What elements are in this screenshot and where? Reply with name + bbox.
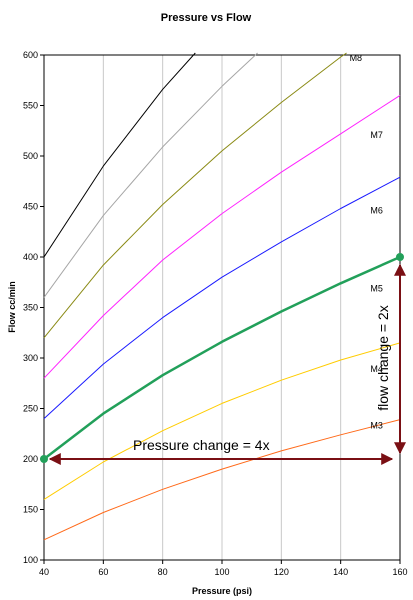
series-label-m5: M5 bbox=[370, 283, 383, 293]
series-line-m6 bbox=[43, 176, 401, 419]
x-tick-label: 80 bbox=[158, 567, 168, 577]
x-axis: 40 60 80 100 120 140 160 bbox=[39, 560, 408, 577]
pressure-change-label: Pressure change = 4x bbox=[133, 437, 270, 453]
x-tick-label: 100 bbox=[214, 567, 229, 577]
series-label-m6: M6 bbox=[370, 206, 383, 216]
series-line-m3 bbox=[43, 419, 401, 541]
y-tick-label: 250 bbox=[23, 404, 38, 414]
x-axis-label: Pressure (psi) bbox=[192, 586, 252, 596]
series-label-m7: M7 bbox=[370, 130, 383, 140]
x-tick-label: 120 bbox=[274, 567, 289, 577]
y-tick-label: 200 bbox=[23, 454, 38, 464]
y-tick-label: 150 bbox=[23, 505, 38, 515]
data-point bbox=[396, 253, 404, 261]
series-label-m3: M3 bbox=[370, 421, 383, 431]
annotations: Pressure change = 4x flow change = 2x bbox=[40, 253, 406, 465]
chart-title: Pressure vs Flow bbox=[161, 12, 252, 24]
y-tick-label: 450 bbox=[23, 202, 38, 212]
flow-change-label: flow change = 2x bbox=[375, 305, 391, 410]
series-line bbox=[43, 52, 196, 258]
y-tick-label: 600 bbox=[23, 50, 38, 60]
grid bbox=[102, 55, 342, 560]
x-tick-label: 60 bbox=[98, 567, 108, 577]
series-line-m5 bbox=[43, 255, 401, 460]
series-line-m7 bbox=[43, 94, 401, 379]
data-point bbox=[40, 455, 48, 463]
series-label-m4: M4 bbox=[370, 364, 383, 374]
series-group: M3 M4 M5 M6 M7 M8 bbox=[43, 52, 401, 541]
y-axis-label: Flow cc/min bbox=[7, 281, 17, 333]
y-tick-label: 400 bbox=[23, 252, 38, 262]
x-tick-label: 140 bbox=[333, 567, 348, 577]
series-line-m8 bbox=[43, 52, 347, 339]
y-tick-label: 300 bbox=[23, 353, 38, 363]
series-label-m8: M8 bbox=[350, 53, 363, 63]
x-tick-label: 40 bbox=[39, 567, 49, 577]
y-tick-label: 100 bbox=[23, 555, 38, 565]
y-tick-label: 500 bbox=[23, 151, 38, 161]
y-tick-label: 350 bbox=[23, 303, 38, 313]
y-tick-label: 550 bbox=[23, 101, 38, 111]
series-line bbox=[43, 52, 258, 298]
x-tick-label: 160 bbox=[392, 567, 407, 577]
y-axis: 100 150 200 250 300 350 400 450 500 550 600 bbox=[23, 50, 44, 565]
